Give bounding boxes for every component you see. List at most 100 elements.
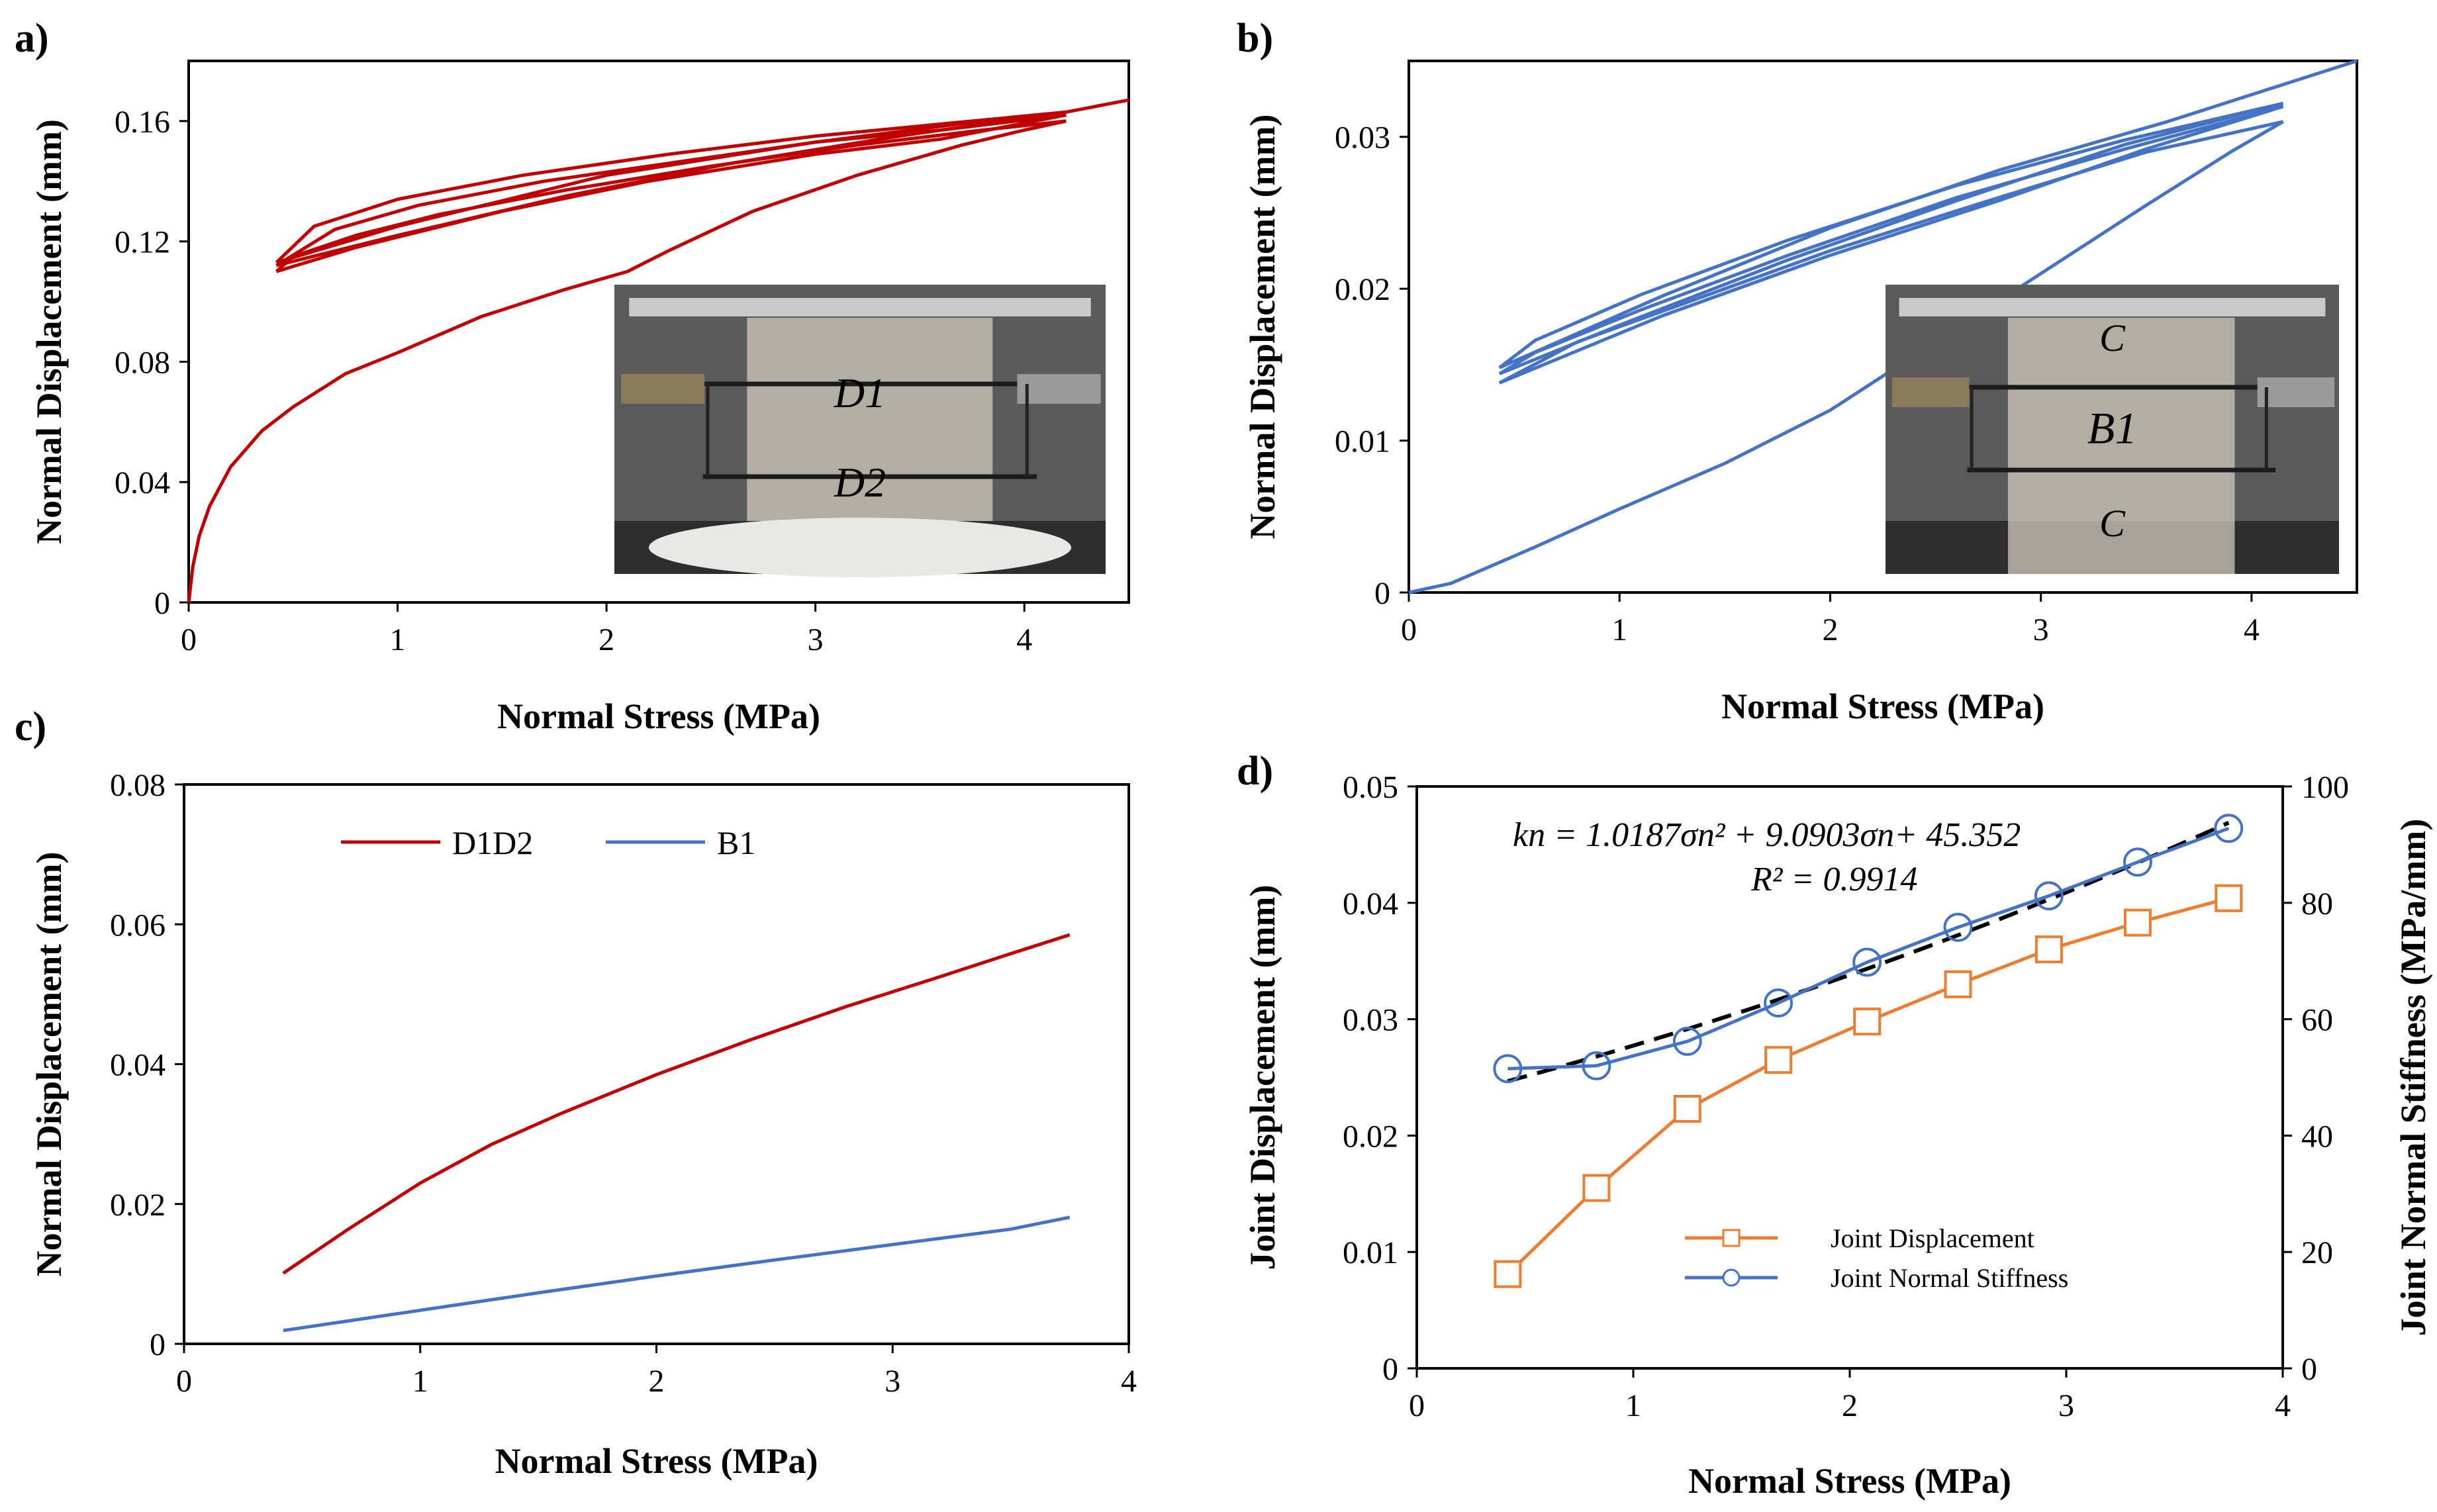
joint-displacement-marker [2215, 884, 2243, 912]
y2-tick-label: 60 [2301, 1003, 2333, 1038]
joint-stiffness-marker [2214, 814, 2244, 843]
x-tick-label: 3 [2058, 1388, 2074, 1423]
x-tick-label: 0 [176, 1364, 192, 1399]
y2-tick-label: 80 [2301, 886, 2333, 921]
joint-displacement-marker [1944, 970, 1972, 998]
joint-stiffness-marker [2034, 881, 2064, 911]
joint-stiffness-marker [2123, 847, 2152, 877]
legend-label: Joint Normal Stiffness [1831, 1263, 2068, 1293]
panel-a: 0 1 2 3 4 0 0.04 0.08 0.12 0.16 Normal Stress (MPa… [15, 16, 1130, 736]
x-axis-label: Normal Stress (MPa) [495, 1441, 818, 1481]
y2-tick-label: 40 [2301, 1119, 2333, 1154]
y-axis-label: Normal Displacement (mm) [29, 119, 69, 544]
series-line-b [1498, 59, 2358, 369]
y-tick-label: 0.08 [110, 768, 166, 803]
y-tick-label: 0.08 [115, 345, 170, 380]
fit-curve [1507, 821, 2230, 1084]
x-tick-label: 0 [1409, 1388, 1425, 1423]
x-tick-label: 2 [598, 622, 614, 657]
x-axis-label: Normal Stress (MPa) [1721, 686, 2044, 726]
y2-tick-label: 100 [2301, 770, 2349, 805]
series-line-a [275, 98, 1129, 264]
y-tick-label: 0.12 [115, 225, 170, 260]
plot-frame [183, 783, 1130, 1345]
plot-frame [1408, 60, 2358, 594]
series-line-b1 [283, 1215, 1071, 1333]
y-tick-label: 0.06 [110, 908, 166, 943]
x-tick-label: 3 [808, 622, 824, 657]
x-tick-label: 4 [2275, 1388, 2291, 1423]
y-axis-label: Normal Displacement (mm) [29, 852, 69, 1277]
x-tick-label: 4 [2244, 612, 2260, 647]
joint-stiffness-line [1507, 826, 2230, 1070]
panel-label: c) [15, 704, 46, 749]
joint-stiffness-marker [1852, 947, 1882, 977]
x-tick-label: 3 [2033, 612, 2049, 647]
y-tick-label: 0.04 [115, 465, 170, 500]
inset-label-d1: D1 [834, 369, 886, 416]
y-tick-label: 0.16 [115, 105, 170, 140]
inset-label-d2: D2 [834, 459, 886, 506]
joint-displacement-marker [1673, 1094, 1701, 1123]
x-tick-label: 2 [1822, 612, 1838, 647]
y-tick-label: 0 [150, 1327, 166, 1362]
inset-label-b1: B1 [2087, 403, 2138, 453]
inset-top-plate [1899, 298, 2326, 316]
y-tick-label: 0.02 [1335, 272, 1390, 307]
series-line-a [187, 119, 1067, 603]
legend-label: Joint Displacement [1831, 1223, 2034, 1253]
inset-bottom-plate [648, 518, 1072, 577]
x-axis-label: Normal Stress (MPa) [497, 696, 820, 736]
inset-gauge-left [621, 374, 705, 404]
legend-label: D1D2 [452, 824, 533, 861]
x-axis-label: Normal Stress (MPa) [1688, 1461, 2011, 1501]
series-line-a [275, 110, 1067, 264]
y-tick-label: 0.03 [1343, 1003, 1398, 1038]
series-line-d1d2 [282, 933, 1071, 1275]
plot-frame [187, 60, 1130, 604]
series-line-b [1408, 120, 2284, 594]
fit-r2: R² = 0.9914 [1750, 861, 1917, 898]
y-tick-label: 0.04 [1343, 886, 1398, 921]
x-tick-label: 0 [1401, 612, 1417, 647]
panel-label: a) [15, 16, 49, 61]
inset-specimen [2007, 318, 2235, 521]
inset-label-c-bottom: C [2099, 502, 2126, 545]
panel-label: b) [1237, 16, 1273, 61]
panel-b: 0 1 2 3 4 0 0.01 0.02 0.03 Normal Stress (MPa) Nor… [1237, 16, 2358, 726]
y-tick-label: 0.03 [1335, 120, 1390, 156]
joint-displacement-marker [2123, 908, 2152, 937]
y-tick-label: 0.01 [1343, 1235, 1398, 1270]
joint-displacement-marker [1853, 1008, 1882, 1036]
y-tick-label: 0 [1374, 576, 1390, 611]
joint-stiffness-marker [1943, 912, 1973, 942]
x-tick-label: 4 [1121, 1364, 1137, 1399]
fit-equation: kn = 1.0187σn² + 9.0903σn+ 45.352 [1513, 816, 2021, 854]
inset-gauge-left [1892, 377, 1970, 407]
series-line-b [1498, 105, 2284, 385]
joint-stiffness-marker [1764, 988, 1793, 1017]
y-tick-label: 0.01 [1335, 424, 1390, 459]
x-tick-label: 4 [1016, 622, 1032, 657]
x-tick-label: 3 [884, 1364, 900, 1399]
legend-label: B1 [717, 824, 755, 861]
y-tick-label: 0.02 [1343, 1119, 1398, 1154]
inset-gauge-right [1017, 374, 1101, 404]
joint-displacement-marker [1494, 1260, 1522, 1288]
joint-displacement-marker [1582, 1174, 1611, 1202]
joint-stiffness-marker [1582, 1051, 1611, 1080]
y-tick-label: 0.02 [110, 1188, 166, 1223]
y-tick-label: 0.04 [110, 1048, 166, 1083]
inset-top-plate [629, 298, 1091, 316]
joint-stiffness-marker [1672, 1027, 1702, 1057]
y-tick-label: 0 [154, 586, 170, 621]
x-tick-label: 2 [1842, 1388, 1858, 1423]
y2-tick-label: 20 [2301, 1235, 2333, 1270]
inset-label-c-top: C [2099, 316, 2126, 359]
joint-stiffness-marker [1493, 1054, 1523, 1084]
panel-label: d) [1237, 749, 1273, 794]
x-tick-label: 1 [1611, 612, 1627, 647]
y-axis-label: Joint Displacement (mm) [1243, 885, 1282, 1270]
